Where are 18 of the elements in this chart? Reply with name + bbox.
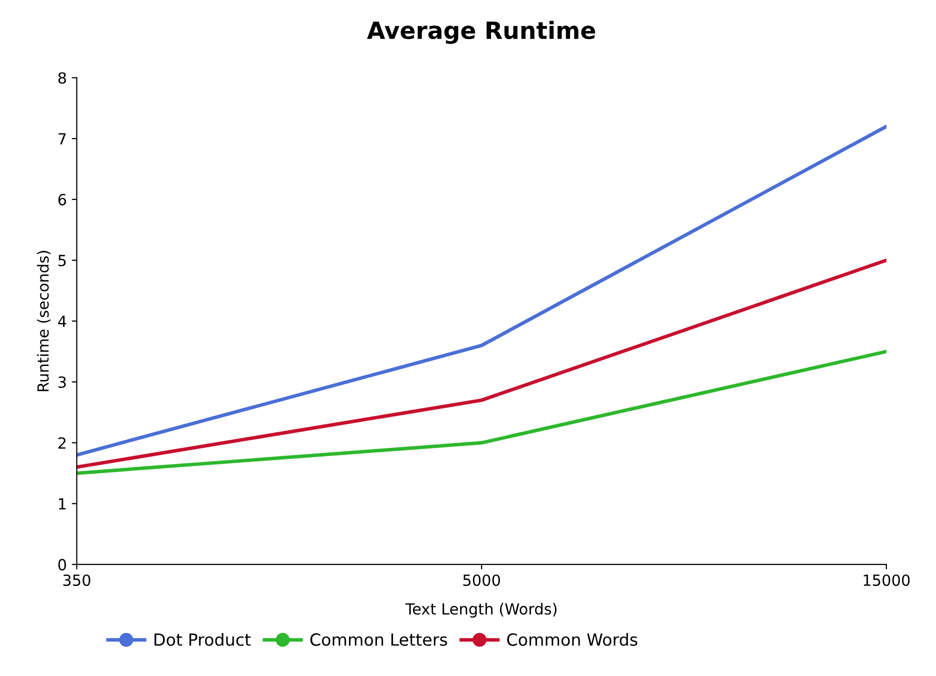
chart-title: Average Runtime	[367, 20, 596, 44]
y-tick-label: 6	[58, 194, 66, 206]
x-tick-label: 350	[63, 574, 90, 586]
x-axis-title: Text Length (Words)	[405, 602, 556, 618]
y-tick-label: 3	[58, 376, 66, 388]
y-tick-label: 1	[58, 498, 66, 510]
legend-label: Common Words	[507, 633, 638, 646]
y-tick-label: 8	[58, 72, 66, 84]
y-tick-label: 5	[58, 254, 66, 266]
y-tick-label: 2	[58, 437, 66, 449]
x-tick-label: 15000	[864, 574, 910, 586]
y-axis-title: Runtime (seconds)	[36, 250, 51, 392]
legend-label: Common Letters	[310, 633, 448, 646]
y-tick-label: 4	[58, 316, 66, 327]
y-tick-label: 0	[58, 558, 66, 570]
legend-label: Dot Product	[154, 633, 251, 646]
y-tick-label: 7	[58, 133, 66, 144]
x-tick-label: 5000	[463, 574, 500, 586]
